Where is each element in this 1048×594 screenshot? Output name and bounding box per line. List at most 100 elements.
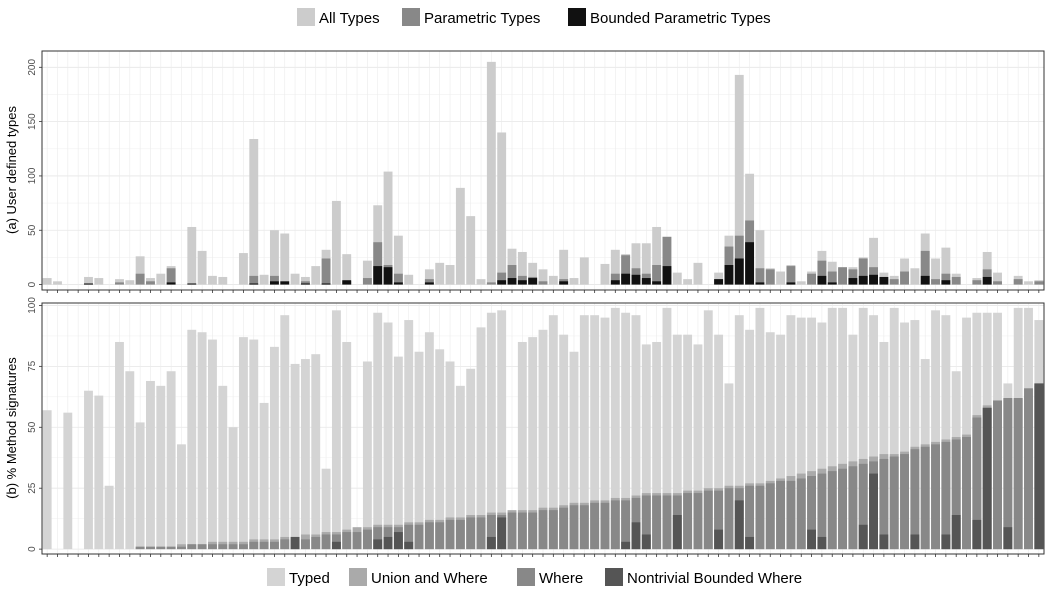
panel-b-bar-typed <box>259 402 269 550</box>
panel-a-bar-bounded-parametric-types <box>641 278 651 285</box>
panel-a-bar-bounded-parametric-types <box>84 283 93 285</box>
panel-b-y-axis-title: (b) % Method signatures <box>4 357 19 499</box>
panel-a-bar-parametric-types <box>1034 281 1044 285</box>
panel-a-bar-bounded-parametric-types <box>621 273 631 285</box>
panel-a-bar-bounded-parametric-types <box>300 283 310 285</box>
panel-a-bar-all-types <box>238 253 248 285</box>
panel-b-bar-nontrivial-bounded-where <box>1034 383 1044 550</box>
panel-a-bar-bounded-parametric-types <box>755 282 765 285</box>
panel-b-bar-where <box>445 519 455 550</box>
panel-a-bar-all-types <box>208 275 217 285</box>
panel-a-bar-all-types <box>269 230 279 285</box>
panel-b-bar-typed <box>156 385 166 550</box>
panel-a-bar-all-types <box>548 275 558 285</box>
panel-a-bar-all-types <box>734 74 744 285</box>
panel-b-bar-where <box>373 527 383 550</box>
panel-b-bar-where <box>838 468 848 550</box>
panel-b-bar-typed <box>342 341 352 550</box>
panel-a-bar-parametric-types <box>900 271 909 285</box>
panel-user-defined-types: 0 50 100 150 200 (a) User defined types <box>4 50 1045 293</box>
panel-a-bar-all-types <box>641 243 651 285</box>
panel-b-bar-typed <box>641 344 651 550</box>
panel-b-bar-nontrivial-bounded-where <box>858 524 868 550</box>
panel-a-bar-bounded-parametric-types <box>559 281 569 285</box>
panel-a-bar-all-types <box>559 249 569 285</box>
panel-b-bars <box>42 307 1044 550</box>
panel-a-bar-parametric-types <box>507 265 517 285</box>
panel-a-bar-bounded-parametric-types <box>734 258 744 285</box>
panel-b-bar-where <box>435 522 445 550</box>
panel-a-bar-parametric-types <box>755 268 765 285</box>
panel-b-bar-where <box>807 476 817 550</box>
panel-a-bar-parametric-types <box>393 273 403 285</box>
panel-b-bar-typed <box>373 312 383 550</box>
panel-b-bar-nontrivial-bounded-where <box>373 539 383 550</box>
legend-label-all-types: All Types <box>319 10 380 27</box>
panel-b-bar-where <box>311 536 321 550</box>
panel-b-bar-typed <box>125 371 135 550</box>
panel-a-bar-bounded-parametric-types <box>280 281 290 285</box>
panel-a-bar-all-types <box>466 216 476 285</box>
panel-b-bar-typed <box>745 329 755 550</box>
panel-b-bar-typed <box>414 351 424 550</box>
panel-b-y-tick-label: 50 <box>27 421 38 433</box>
panel-b-bar-typed <box>538 329 548 550</box>
panel-b-bar-typed <box>765 332 775 550</box>
panel-b-bar-where <box>652 495 662 550</box>
panel-a-bar-bounded-parametric-types <box>652 281 662 285</box>
panel-b-bar-where <box>249 541 259 550</box>
panel-a-bar-parametric-types <box>115 282 124 285</box>
panel-b-bar-typed <box>476 327 486 550</box>
panel-a-border <box>41 50 1045 291</box>
panel-b-bar-where <box>166 546 176 550</box>
panel-a-bar-parametric-types <box>993 281 1002 285</box>
panel-a-bar-all-types <box>115 279 124 285</box>
panel-b-bar-where <box>455 519 465 550</box>
panel-b-bar-where <box>858 463 868 550</box>
panel-a-bar-parametric-types <box>424 279 434 285</box>
panel-a-bar-bounded-parametric-types <box>869 274 878 285</box>
panel-b-bar-typed <box>693 344 703 550</box>
panel-b-bar-where <box>900 454 909 550</box>
panel-method-signatures: 0 25 50 75 100 (b) % Method signatures <box>4 297 1045 557</box>
panel-b-y-ticks: 0 25 50 75 100 <box>27 297 42 552</box>
panel-b-bar-where <box>280 539 290 550</box>
panel-b-bar-where <box>342 532 352 550</box>
panel-a-grid <box>42 51 1044 290</box>
panel-b-bar-where <box>879 458 889 550</box>
panel-a-bar-all-types <box>218 276 228 285</box>
panel-a-bar-parametric-types <box>786 266 796 285</box>
panel-b-bar-where <box>776 480 786 550</box>
panel-a-bar-all-types <box>631 243 641 285</box>
panel-a-bar-parametric-types <box>827 271 837 285</box>
panel-b-bar-typed <box>652 341 662 550</box>
panel-b-bar-nontrivial-bounded-where <box>621 541 631 550</box>
panel-a-bar-all-types <box>528 262 538 285</box>
panel-a-bar-all-types <box>135 256 145 285</box>
panel-b-bar-where <box>610 500 620 550</box>
panel-a-bar-all-types <box>517 251 527 285</box>
panel-b-bar-typed <box>786 315 796 550</box>
panel-b-bar-where <box>910 449 920 550</box>
panel-b-bar-where <box>1024 388 1033 550</box>
panel-a-bar-all-types <box>869 237 878 285</box>
panel-b-bar-where <box>259 541 269 550</box>
panel-a-bar-all-types <box>455 187 465 285</box>
panel-b-bar-where <box>362 529 372 550</box>
panel-a-bar-bounded-parametric-types <box>662 266 672 285</box>
panel-a-bar-bounded-parametric-types <box>187 283 197 285</box>
panel-b-bar-where <box>414 524 424 550</box>
panel-b-bar-where <box>662 495 672 550</box>
panel-b-bar-where <box>300 539 310 550</box>
panel-b-bar-typed <box>94 395 104 550</box>
panel-a-bar-bounded-parametric-types <box>941 280 951 285</box>
panel-b-bar-nontrivial-bounded-where <box>714 529 724 550</box>
panel-a-bar-all-types <box>476 279 486 285</box>
panel-b-bar-typed <box>208 339 217 550</box>
panel-b-bar-nontrivial-bounded-where <box>393 532 403 550</box>
panel-b-bar-typed <box>466 368 476 550</box>
panel-b-bar-typed <box>631 315 641 550</box>
panel-b-bar-where <box>693 493 703 550</box>
panel-b-bar-typed <box>517 341 527 550</box>
panel-b-bar-typed <box>776 334 786 550</box>
